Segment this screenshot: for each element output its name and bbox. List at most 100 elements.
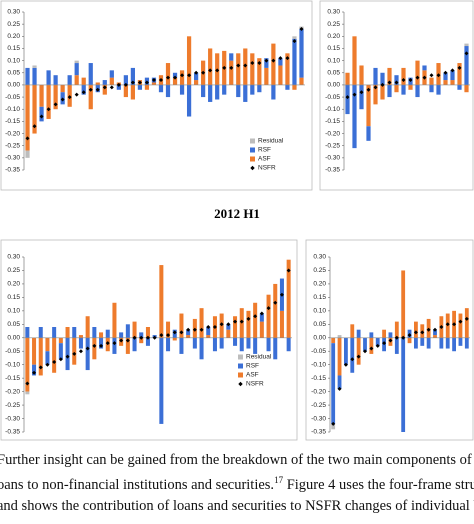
nsfr-marker (119, 338, 124, 343)
y-tick-label: 0.25 (313, 267, 326, 274)
y-tick-label: -0.05 (311, 348, 326, 355)
nsfr-marker (345, 95, 350, 100)
bar-segment (264, 67, 269, 85)
bar-segment (380, 84, 385, 100)
nsfr-marker (407, 333, 412, 338)
nsfr-marker (394, 335, 399, 340)
bar-segment (25, 150, 30, 158)
bar-segment (95, 82, 100, 85)
bar-segment (206, 327, 211, 336)
bar-segment (46, 84, 51, 119)
bar-segment (278, 65, 283, 85)
bar-segment (239, 337, 244, 352)
nsfr-marker (201, 70, 206, 75)
bar-segment (458, 337, 463, 346)
y-tick-label: -0.05 (5, 94, 20, 101)
nsfr-marker (206, 325, 211, 329)
frame (0, 239, 298, 441)
bar-segment (123, 75, 128, 85)
panel-title: 2012 H1 (214, 206, 260, 221)
bar-segment (356, 337, 361, 365)
bar-segment (99, 337, 104, 349)
y-tick-label: 0.10 (7, 308, 20, 315)
bar-segment (458, 313, 463, 338)
y-tick-label: -0.15 (5, 118, 20, 125)
bar-segment (85, 337, 90, 371)
bar-segment (25, 327, 30, 338)
nsfr-marker (380, 82, 385, 87)
legend-label: ASF (258, 156, 271, 163)
bar-segment (233, 316, 238, 338)
bar-segment (350, 337, 355, 373)
bar-segment (246, 337, 251, 349)
nsfr-marker (109, 85, 114, 90)
bar-segment (401, 270, 406, 338)
nsfr-marker (415, 75, 420, 80)
legend-label: Residual (246, 354, 272, 361)
bar-segment (375, 337, 380, 346)
nsfr-marker (369, 346, 374, 351)
nsfr-marker (264, 58, 269, 63)
y-tick-label: 0.20 (327, 33, 340, 40)
bar-segment (226, 324, 231, 330)
nsfr-marker (429, 73, 434, 78)
bar-segment (401, 67, 406, 85)
bar-segment (285, 53, 290, 85)
bar-segment (53, 75, 58, 85)
bar-segment (109, 70, 114, 78)
bar-segment (285, 84, 290, 90)
nsfr-marker (179, 330, 184, 335)
nsfr-marker (426, 327, 431, 332)
bar-segment (429, 77, 434, 85)
nsfr-marker (219, 322, 224, 327)
bar-segment (145, 337, 150, 346)
bar-segment (52, 327, 57, 338)
bar-segment (352, 36, 357, 85)
nsfr-marker (229, 65, 234, 70)
bar-segment (464, 46, 469, 85)
bar-segment (38, 327, 43, 338)
y-tick-label: 0.10 (313, 308, 326, 315)
bar-segment (366, 126, 371, 141)
nsfr-marker (52, 360, 57, 364)
nsfr-marker (246, 316, 251, 321)
nsfr-marker (130, 80, 135, 85)
y-tick-label: 0.00 (7, 82, 20, 89)
nsfr-marker (458, 319, 463, 324)
bar-segment (236, 84, 241, 98)
nsfr-marker (25, 381, 30, 386)
nsfr-marker (243, 63, 248, 68)
legend-marker (250, 165, 255, 171)
nsfr-marker (373, 85, 378, 90)
bar-segment (38, 337, 43, 376)
bar-segment (179, 337, 184, 354)
y-tick-label: 0.20 (7, 281, 20, 288)
y-tick-label: -0.30 (325, 155, 340, 162)
nsfr-marker (46, 107, 51, 112)
nsfr-marker (439, 325, 444, 329)
bar-segment (186, 335, 191, 338)
nsfr-marker (422, 75, 427, 80)
bar-segment (88, 84, 93, 110)
bar-segment (125, 337, 130, 354)
nsfr-marker (457, 65, 462, 70)
nsfr-marker (60, 97, 65, 102)
bar-segment (436, 84, 441, 95)
bar-segment (450, 70, 455, 81)
nsfr-marker (408, 78, 413, 83)
nsfr-marker (88, 87, 93, 92)
bar-segment (414, 321, 418, 338)
bar-segment (271, 43, 276, 85)
bar-segment (373, 67, 378, 85)
nsfr-marker (285, 56, 290, 61)
nsfr-marker (413, 330, 418, 335)
legend-swatch (250, 147, 255, 153)
nsfr-marker (215, 68, 220, 73)
body-line: and shows the contribution of loans and … (0, 498, 474, 514)
legend-marker (238, 381, 243, 387)
bar-segment (137, 84, 143, 90)
legend-swatch (238, 354, 243, 360)
bar-segment (271, 84, 276, 100)
bar-segment (420, 337, 425, 346)
bar-segment (60, 84, 65, 93)
